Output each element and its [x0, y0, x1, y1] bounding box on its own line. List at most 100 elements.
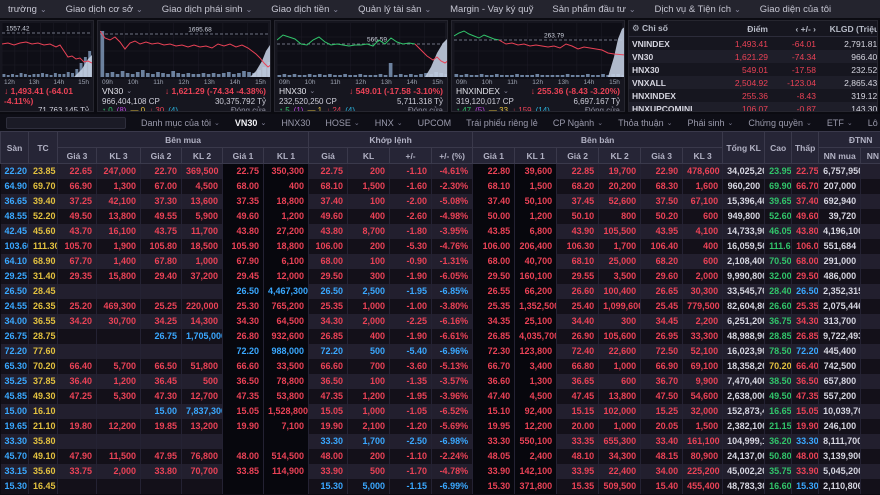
gear-icon[interactable]: ⚙ — [632, 23, 642, 33]
board-row[interactable]: 33.15 35.60 33.75 2,000 33.80 70,700 33.85 114,… — [0, 463, 880, 479]
board-row[interactable]: 29.25 31.40 29.35 15,800 29.40 37,200 29.45 12,… — [0, 268, 880, 284]
tab-hose[interactable]: HOSE ⌄ — [325, 118, 359, 128]
column-group-sàn[interactable]: Sàn — [0, 131, 29, 164]
board-row[interactable]: 33.30 35.80 33.30 1,700 -2.50 -6.98% 33.30 550,… — [0, 433, 880, 449]
tab-hnx[interactable]: HNX ⌄ — [375, 118, 403, 128]
cell: 1,300 — [96, 178, 141, 194]
column-header[interactable]: KL 1 — [514, 147, 558, 164]
menu-item-0[interactable]: trường ⌄ — [8, 4, 47, 15]
tab-l-l-[interactable]: Lô lẻ⌄ — [868, 118, 880, 128]
cell: 26.85 — [472, 328, 516, 344]
symbol-search-input[interactable] — [6, 116, 126, 129]
board-row[interactable]: 26.50 28.45 26.50 4,467,300 26.50 2,500 -1.95-… — [0, 283, 880, 299]
column-header[interactable]: Giá 3 — [640, 147, 684, 164]
board-row[interactable]: 64.90 69.70 66.90 1,300 67.00 4,500 68.00 400 68… — [0, 178, 880, 194]
menu-item-5[interactable]: Margin - Vay ký quỹ — [450, 4, 533, 15]
column-group-khớp-lệnh[interactable]: Khớp lệnh — [308, 131, 474, 148]
board-row[interactable]: 45.85 49.30 47.25 5,300 47.30 12,700 47.35 53,8… — [0, 388, 880, 404]
column-header[interactable]: KL — [347, 147, 391, 164]
index-name-dropdown[interactable]: HNXINDEX ⌄ — [456, 86, 509, 97]
column-header[interactable]: KL 3 — [96, 147, 141, 164]
cell: 43.80 — [791, 223, 820, 239]
tab-vn30[interactable]: VN30 ⌄ — [235, 118, 266, 128]
cell: 1,600 — [682, 178, 724, 194]
tab-ph-i-sinh[interactable]: Phái sinh ⌄ — [688, 118, 734, 128]
cell: 48.00 — [222, 448, 264, 464]
board-row[interactable]: 42.45 45.60 43.70 16,100 43.75 11,700 43.80 27,… — [0, 223, 880, 239]
column-group-thấp[interactable]: Thấp — [791, 131, 820, 164]
tab-th-a-thu-n[interactable]: Thỏa thuận ⌄ — [618, 118, 672, 128]
column-header[interactable]: KL 3 — [682, 147, 724, 164]
cell: 25.35 — [791, 298, 820, 314]
column-header[interactable]: NN mua — [818, 147, 862, 164]
board-row[interactable]: 45.70 49.10 47.90 11,500 47.95 76,800 48.00 514… — [0, 448, 880, 464]
board-row[interactable]: 35.25 37.85 36.40 1,200 36.45 500 36.50 78,800 3… — [0, 373, 880, 389]
cell: -3.60 — [389, 358, 433, 374]
column-group-cao[interactable]: Cao — [764, 131, 793, 164]
cell: 66.70 — [472, 358, 516, 374]
index-name-dropdown[interactable]: VN30 ⌄ — [102, 86, 132, 97]
tab-ch-ng-quy-n[interactable]: Chứng quyền ⌄ — [748, 118, 811, 128]
column-group-bên-mua[interactable]: Bên mua — [56, 131, 310, 148]
time-tick: 10h — [481, 79, 493, 86]
menu-item-7[interactable]: Dịch vụ & Tiện ích ⌄ — [655, 4, 741, 15]
menu-item-2[interactable]: Giao dịch phái sinh ⌄ — [162, 4, 253, 15]
tab-tr-i-phi-u-ri-ng-l-[interactable]: Trái phiếu riêng lẻ — [466, 118, 538, 128]
tab-danh-m-c-c-a-t-i[interactable]: Danh mục của tôi ⌄ — [141, 118, 220, 128]
cell: -6.05% — [431, 268, 474, 284]
column-header[interactable]: KL 2 — [181, 147, 223, 164]
column-header[interactable]: Giá 2 — [140, 147, 182, 164]
board-row[interactable]: 34.00 36.55 34.20 30,700 34.25 14,300 34.30 64,… — [0, 313, 880, 329]
tab-hnx30[interactable]: HNX30 — [281, 118, 310, 128]
cell: 29.50 — [472, 268, 516, 284]
menu-item-6[interactable]: Sản phẩm đầu tư ⌄ — [552, 4, 635, 15]
column-header[interactable]: Giá 1 — [222, 147, 264, 164]
board-row[interactable]: 26.75 28.75 26.75 1,705,000 26.80 932,600 26.8… — [0, 328, 880, 344]
index-name-dropdown[interactable]: HNX30 ⌄ — [279, 86, 315, 97]
board-row[interactable]: 15.30 16.45 15.30 5,000 -1.15 -6.99% 15.30 371,… — [0, 478, 880, 494]
tab-cp-ng-nh[interactable]: CP Ngành ⌄ — [553, 118, 603, 128]
column-header[interactable]: Giá 1 — [472, 147, 516, 164]
column-group-tổng-kl[interactable]: Tổng KL — [722, 131, 766, 164]
menu-item-8[interactable]: Giao diện của tôi — [760, 4, 831, 15]
menu-item-3[interactable]: Giao dịch tiền ⌄ — [271, 4, 339, 15]
column-header[interactable]: KL 2 — [598, 147, 642, 164]
column-group-tc[interactable]: TC — [28, 131, 58, 164]
column-group-đtnn[interactable]: ĐTNN — [818, 131, 880, 148]
column-header[interactable]: Giá 2 — [556, 147, 600, 164]
menu-item-1[interactable]: Giao dịch cơ sở ⌄ — [66, 4, 143, 15]
board-row[interactable]: 36.65 39.40 37.25 42,100 37.30 13,600 37.35 18,… — [0, 193, 880, 209]
index-quote: ↓ 1,621.29 (-74.34 -4.38%) — [164, 86, 266, 96]
board-row[interactable]: 24.55 26.35 25.20 469,300 25.25 220,000 25.30 7… — [0, 298, 880, 314]
cell: 15.30 — [308, 478, 349, 494]
cell: -1.05 — [389, 403, 433, 419]
board-row[interactable]: 15.00 16.10 15.00 7,837,300 15.05 1,528,800 15… — [0, 403, 880, 419]
column-group-bên-bán[interactable]: Bên bán — [472, 131, 724, 148]
index-table-header-0: ⚙ Chỉ số — [629, 21, 715, 37]
board-row[interactable]: 72.20 77.60 72.20 988,000 72.20 500 -5.40 -6.96… — [0, 343, 880, 359]
cell: 19.95 — [472, 418, 516, 434]
tab-upcom[interactable]: UPCOM — [418, 118, 452, 128]
column-header[interactable]: NN bán — [860, 147, 880, 164]
board-row[interactable]: 48.55 52.20 49.50 13,800 49.55 5,900 49.60 1,20… — [0, 208, 880, 224]
board-row[interactable]: 103.60111.30105.701,900105.8018,500105.9… — [0, 238, 880, 254]
cell: 18,800 — [263, 193, 310, 209]
column-header[interactable]: KL 1 — [262, 147, 310, 164]
tab-etf[interactable]: ETF ⌄ — [827, 118, 853, 128]
board-row[interactable]: 65.30 70.20 66.40 5,700 66.50 51,800 66.60 33,5… — [0, 358, 880, 374]
column-header[interactable]: Giá — [308, 147, 349, 164]
column-header[interactable]: Giá 3 — [57, 147, 97, 164]
cell: 33.30 — [308, 433, 349, 449]
column-header[interactable]: +/- — [389, 147, 433, 164]
menu-item-4[interactable]: Quản lý tài sản ⌄ — [358, 4, 431, 15]
column-header[interactable]: +/- (%) — [431, 147, 474, 164]
board-row[interactable]: 22.20 23.85 22.65 247,000 22.70 369,500 22.75 3… — [0, 163, 880, 179]
board-row[interactable]: 19.65 21.10 19.80 12,200 19.85 13,200 19.90 7,1… — [0, 418, 880, 434]
board-row[interactable]: 64.10 68.90 67.70 1,400 67.80 1,000 67.90 6,100… — [0, 253, 880, 269]
